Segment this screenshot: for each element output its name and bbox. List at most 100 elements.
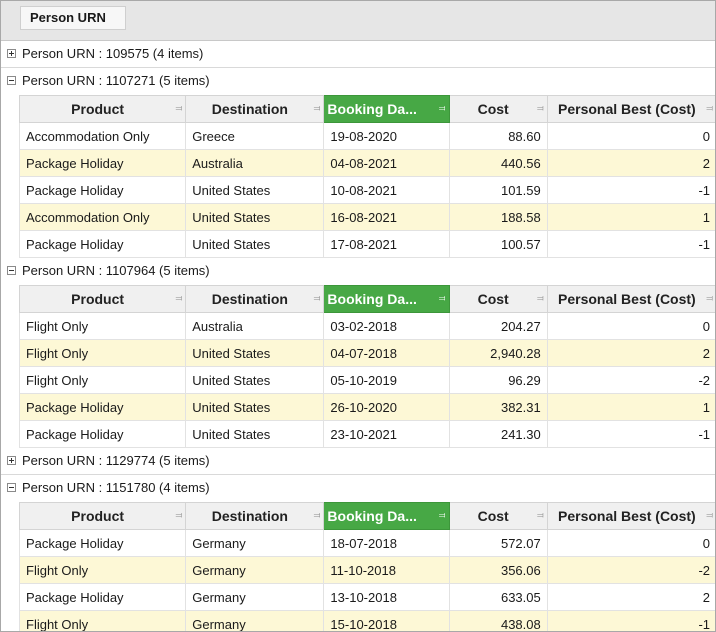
cell-personal-best: -1 <box>546 610 715 631</box>
cell-destination: United States <box>185 393 325 421</box>
column-header-label: Personal Best (Cost) <box>558 291 696 307</box>
group-label: Person URN : 1107964 (5 items) <box>22 263 210 278</box>
cell-product: Package Holiday <box>18 420 187 448</box>
pin-icon[interactable]: ⫤ <box>536 293 544 303</box>
cell-product: Package Holiday <box>18 529 187 557</box>
column-header-label: Personal Best (Cost) <box>558 101 696 117</box>
cell-personal-best: 0 <box>546 312 715 340</box>
table-row[interactable]: Package Holiday Australia 04-08-2021 440.56… <box>18 149 715 177</box>
cell-destination: Australia <box>185 312 325 340</box>
cell-personal-best: 0 <box>546 122 715 150</box>
cell-destination: United States <box>185 203 325 231</box>
cell-cost: 382.31 <box>448 393 548 421</box>
cell-cost: 204.27 <box>448 312 548 340</box>
group-detail-grid: Product ⫤ Destination ⫤ Booking Da... ⫤ Cost ⫤ P… <box>18 285 715 448</box>
table-row[interactable]: Accommodation Only United States 16-08-202… <box>18 203 715 231</box>
cell-booking-date: 18-07-2018 <box>323 529 450 557</box>
column-header-label: Destination <box>211 508 288 524</box>
cell-destination: United States <box>185 420 325 448</box>
column-header-label: Booking Da... <box>327 508 417 524</box>
column-header-personal-best[interactable]: Personal Best (Cost) ⫤ <box>546 285 715 313</box>
table-row[interactable]: Flight Only United States 05-10-2019 96.29-… <box>18 366 715 394</box>
cell-booking-date: 26-10-2020 <box>323 393 450 421</box>
cell-booking-date: 23-10-2021 <box>323 420 450 448</box>
column-header-cost[interactable]: Cost ⫤ <box>448 502 548 530</box>
pin-icon[interactable]: ⫤ <box>438 293 446 303</box>
cell-personal-best: 2 <box>546 339 715 367</box>
column-header-booking-date[interactable]: Booking Da... ⫤ <box>323 502 450 530</box>
pin-icon[interactable]: ⫤ <box>313 510 321 520</box>
cell-personal-best: -1 <box>546 176 715 204</box>
table-row[interactable]: Package Holiday United States 26-10-2020 38… <box>18 393 715 421</box>
pin-icon[interactable]: ⫤ <box>706 510 713 520</box>
column-header-product[interactable]: Product ⫤ <box>18 95 187 123</box>
group-row[interactable]: Person URN : 1151780 (4 items) <box>1 475 715 502</box>
column-header-label: Product <box>71 101 125 117</box>
group-by-chip-person-urn[interactable]: Person URN <box>20 6 126 30</box>
table-row[interactable]: Package Holiday United States 23-10-2021 24… <box>18 420 715 448</box>
column-header-cost[interactable]: Cost ⫤ <box>448 285 548 313</box>
column-header-destination[interactable]: Destination ⫤ <box>185 285 325 313</box>
pin-icon[interactable]: ⫤ <box>175 293 183 303</box>
cell-product: Accommodation Only <box>18 203 187 231</box>
cell-cost: 438.08 <box>448 610 548 631</box>
pin-icon[interactable]: ⫤ <box>175 510 183 520</box>
collapse-icon[interactable] <box>7 76 16 85</box>
column-header-product[interactable]: Product ⫤ <box>18 502 187 530</box>
cell-cost: 96.29 <box>448 366 548 394</box>
pin-icon[interactable]: ⫤ <box>313 103 321 113</box>
pin-icon[interactable]: ⫤ <box>175 103 183 113</box>
cell-cost: 356.06 <box>448 556 548 584</box>
cell-cost: 241.30 <box>448 420 548 448</box>
column-header-cost[interactable]: Cost ⫤ <box>448 95 548 123</box>
table-row[interactable]: Accommodation Only Greece 19-08-2020 88.60 0 <box>18 122 715 150</box>
cell-personal-best: -1 <box>546 230 715 258</box>
table-row[interactable]: Flight Only Australia 03-02-2018 204.27 0 <box>18 312 715 340</box>
column-header-row: Product ⫤ Destination ⫤ Booking Da... ⫤ Cost ⫤ P… <box>18 285 715 313</box>
column-header-personal-best[interactable]: Personal Best (Cost) ⫤ <box>546 502 715 530</box>
table-row[interactable]: Flight Only Germany 11-10-2018 356.06 -2 <box>18 556 715 584</box>
column-header-booking-date[interactable]: Booking Da... ⫤ <box>323 95 450 123</box>
cell-personal-best: 0 <box>546 529 715 557</box>
column-header-label: Cost <box>477 291 509 307</box>
group-label: Person URN : 109575 (4 items) <box>22 46 204 61</box>
column-header-row: Product ⫤ Destination ⫤ Booking Da... ⫤ Cost ⫤ P… <box>18 95 715 123</box>
table-row[interactable]: Flight Only Germany 15-10-2018 438.08 -1 <box>18 610 715 631</box>
table-row[interactable]: Package Holiday Germany 18-07-2018 572.07 0 <box>18 529 715 557</box>
cell-cost: 572.07 <box>448 529 548 557</box>
cell-destination: United States <box>185 339 325 367</box>
column-header-label: Destination <box>211 291 288 307</box>
cell-booking-date: 05-10-2019 <box>323 366 450 394</box>
group-list: Person URN : 109575 (4 items) Person URN … <box>1 41 715 631</box>
group-row[interactable]: Person URN : 1129774 (5 items) <box>1 448 715 475</box>
table-row[interactable]: Package Holiday United States 10-08-2021 10… <box>18 176 715 204</box>
pin-icon[interactable]: ⫤ <box>438 103 446 113</box>
cell-booking-date: 17-08-2021 <box>323 230 450 258</box>
group-row[interactable]: Person URN : 1107964 (5 items) <box>1 258 715 285</box>
group-detail-grid: Product ⫤ Destination ⫤ Booking Da... ⫤ Cost ⫤ P… <box>18 95 715 258</box>
group-row[interactable]: Person URN : 109575 (4 items) <box>1 41 715 68</box>
cell-booking-date: 15-10-2018 <box>323 610 450 631</box>
pin-icon[interactable]: ⫤ <box>438 510 446 520</box>
collapse-icon[interactable] <box>7 483 16 492</box>
pin-icon[interactable]: ⫤ <box>536 103 544 113</box>
cell-cost: 101.59 <box>448 176 548 204</box>
group-row[interactable]: Person URN : 1107271 (5 items) <box>1 68 715 95</box>
pin-icon[interactable]: ⫤ <box>706 103 713 113</box>
column-header-personal-best[interactable]: Personal Best (Cost) ⫤ <box>546 95 715 123</box>
pin-icon[interactable]: ⫤ <box>706 293 713 303</box>
cell-product: Package Holiday <box>18 176 187 204</box>
column-header-destination[interactable]: Destination ⫤ <box>185 95 325 123</box>
expand-icon[interactable] <box>7 49 16 58</box>
pin-icon[interactable]: ⫤ <box>313 293 321 303</box>
table-row[interactable]: Package Holiday Germany 13-10-2018 633.05 2 <box>18 583 715 611</box>
column-header-product[interactable]: Product ⫤ <box>18 285 187 313</box>
table-row[interactable]: Package Holiday United States 17-08-2021 10… <box>18 230 715 258</box>
expand-icon[interactable] <box>7 456 16 465</box>
table-row[interactable]: Flight Only United States 04-07-2018 2,940.… <box>18 339 715 367</box>
column-header-booking-date[interactable]: Booking Da... ⫤ <box>323 285 450 313</box>
collapse-icon[interactable] <box>7 266 16 275</box>
column-header-destination[interactable]: Destination ⫤ <box>185 502 325 530</box>
pin-icon[interactable]: ⫤ <box>536 510 544 520</box>
